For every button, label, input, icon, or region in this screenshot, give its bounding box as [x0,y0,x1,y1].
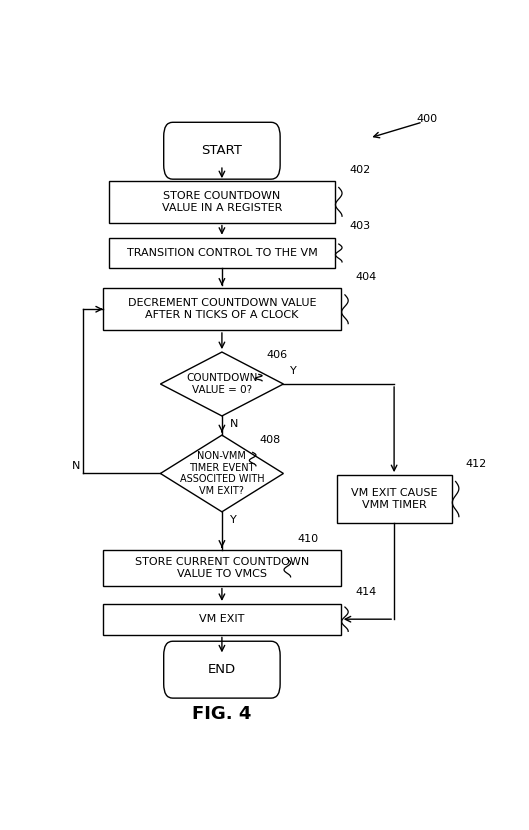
Bar [337,475,452,523]
Bar [103,550,341,586]
Text: STORE COUNTDOWN
VALUE IN A REGISTER: STORE COUNTDOWN VALUE IN A REGISTER [162,191,282,212]
Polygon shape [160,352,284,416]
Text: 412: 412 [466,459,487,469]
Text: COUNTDOWN
VALUE = 0?: COUNTDOWN VALUE = 0? [186,374,258,395]
Bar [109,237,335,268]
Text: STORE CURRENT COUNTDOWN
VALUE TO VMCS: STORE CURRENT COUNTDOWN VALUE TO VMCS [135,557,309,579]
FancyBboxPatch shape [163,642,280,698]
Text: VM EXIT: VM EXIT [199,614,244,624]
Text: NON-VMM
TIMER EVENT
ASSOCITED WITH
VM EXIT?: NON-VMM TIMER EVENT ASSOCITED WITH VM EX… [180,451,264,496]
Text: 403: 403 [349,222,370,232]
Text: 402: 402 [349,164,370,174]
Text: DECREMENT COUNTDOWN VALUE
AFTER N TICKS OF A CLOCK: DECREMENT COUNTDOWN VALUE AFTER N TICKS … [127,299,316,320]
Text: 408: 408 [260,436,281,446]
Text: Y: Y [230,515,237,525]
Text: N: N [72,461,80,471]
Text: N: N [230,419,239,429]
Text: 410: 410 [297,534,318,544]
Text: 406: 406 [266,350,287,360]
Text: 404: 404 [355,272,377,282]
Text: Y: Y [289,366,296,376]
Polygon shape [160,435,284,512]
Bar [103,289,341,330]
Text: END: END [208,663,236,676]
Text: VM EXIT CAUSE
VMM TIMER: VM EXIT CAUSE VMM TIMER [351,488,437,510]
FancyBboxPatch shape [163,122,280,179]
Text: START: START [202,144,242,157]
Text: FIG. 4: FIG. 4 [192,706,252,724]
Text: 400: 400 [416,114,437,124]
Text: TRANSITION CONTROL TO THE VM: TRANSITION CONTROL TO THE VM [126,248,317,258]
Bar [103,604,341,634]
Bar [109,181,335,222]
Text: 414: 414 [355,588,377,598]
